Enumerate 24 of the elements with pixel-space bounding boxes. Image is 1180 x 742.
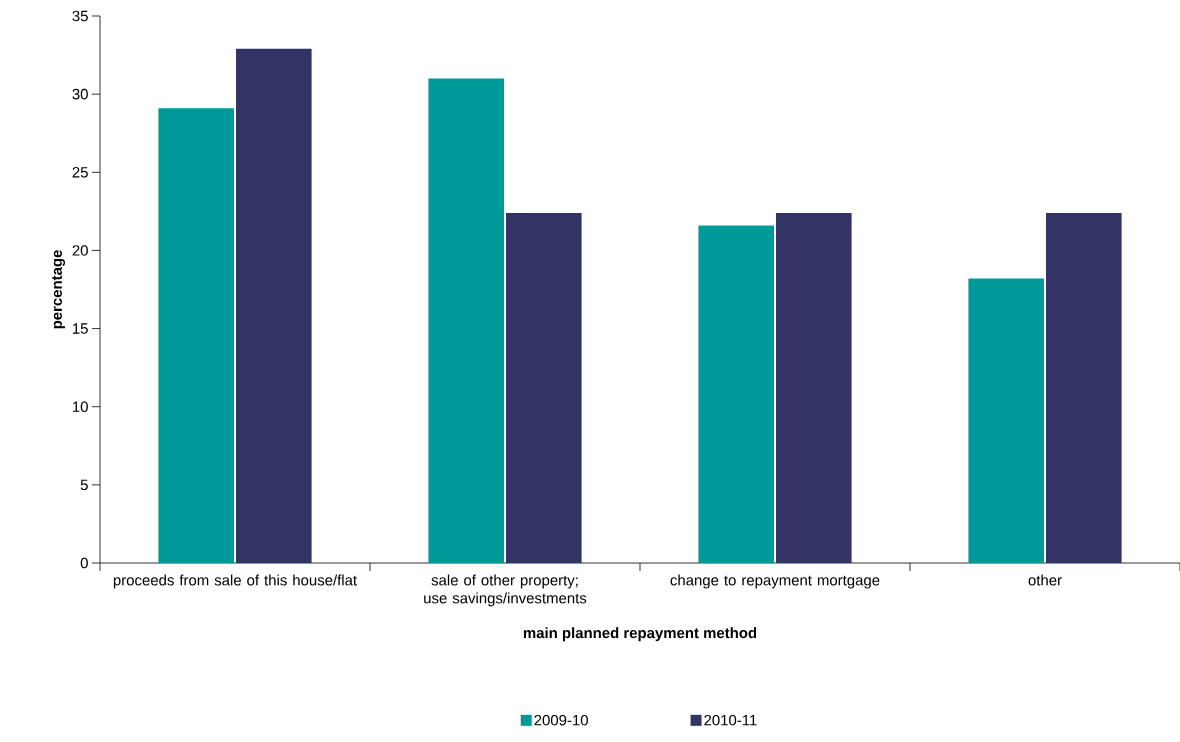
bar [776,212,852,563]
bar [158,108,234,563]
y-tick-label: 30 [72,88,88,100]
x-tick-label: sale of other property; use savings/investments [424,574,587,607]
y-tick-label: 25 [72,166,88,178]
bar [428,78,505,563]
x-tick-label: proceeds from sale of this house/flat [113,574,357,589]
x-tick-label: other [1028,574,1062,586]
legend-label: 2009-10 [534,714,588,726]
y-tick-label: 5 [80,479,88,491]
y-tick-label: 15 [73,323,88,334]
y-tick-label: 0 [80,557,88,569]
x-tick-label: change to repayment mortgage [670,574,880,589]
bar [236,48,312,563]
bar [506,212,582,563]
y-tick-label: 35 [72,10,88,22]
bar [698,225,775,563]
bar [1046,212,1122,563]
y-tick-label: 10 [73,401,88,412]
y-tick-label: 20 [72,245,88,256]
y-axis-title: percentage [52,250,66,329]
x-axis-title: main planned repayment method [523,627,757,642]
legend-label: 2010-11 [704,714,757,726]
bar [968,278,1045,563]
